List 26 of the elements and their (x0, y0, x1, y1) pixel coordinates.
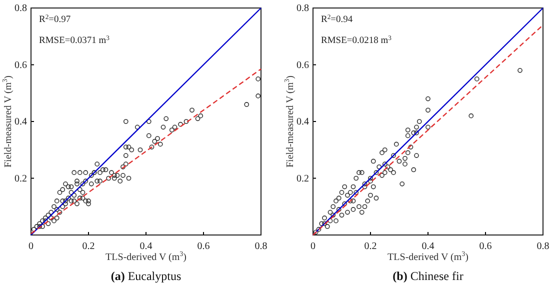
x-axis-title: TLS-derived V (m$^{3}$) (388, 250, 468, 263)
x-axis-title: TLS-derived V (m$^{3}$) (106, 250, 186, 263)
x-tick-label: 0.8 (536, 241, 550, 252)
y-tick-label: 0.4 (14, 116, 27, 128)
text: (b) Chinese fir (392, 269, 464, 283)
y-tick-label: 0.8 (14, 3, 27, 14)
x-tick-label: 0.6 (197, 241, 210, 252)
x-tick-label: 0.4 (140, 241, 152, 252)
y-tick-label: 0.6 (296, 60, 309, 71)
x-tick-label: 0.4 (422, 241, 434, 252)
x-tick-label: 0.8 (254, 241, 268, 252)
y-tick-label: 0.8 (296, 3, 309, 14)
annotation: RMSE=0.0218 m$^{3}$ (321, 34, 392, 46)
y-tick-label: 0.2 (14, 173, 27, 184)
y-tick-label: 0.4 (296, 116, 309, 128)
annotation: RMSE=0.0371 m$^{3}$ (39, 34, 110, 46)
text: (a) Eucalyptus (110, 269, 182, 283)
x-tick-label: 0 (28, 241, 34, 252)
y-tick-label: 0.2 (296, 173, 309, 184)
x-tick-label: 0.2 (82, 241, 95, 252)
x-tick-label: 0.2 (364, 241, 377, 252)
x-tick-label: 0 (310, 241, 316, 252)
x-tick-label: 0.6 (479, 241, 492, 252)
annotation: R$^{2}$=0.94 (321, 14, 353, 25)
annotation: R$^{2}$=0.97 (39, 14, 71, 25)
y-tick-label: 0.6 (14, 60, 27, 71)
